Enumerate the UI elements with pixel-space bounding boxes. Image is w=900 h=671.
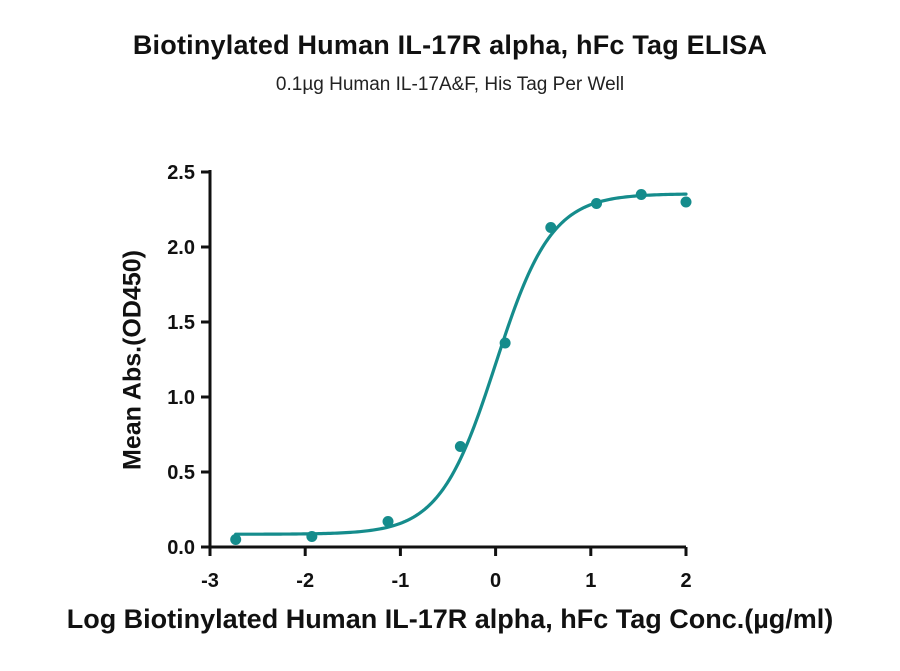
data-point (635, 189, 647, 200)
chart-title: Biotinylated Human IL-17R alpha, hFc Tag… (132, 30, 768, 60)
data-point (454, 441, 466, 452)
y-axis-label: Mean Abs.(OD450) (118, 250, 147, 470)
y-tick-label: 1.5 (167, 312, 195, 334)
data-points (230, 189, 692, 545)
y-tick-label: 0.5 (167, 462, 195, 484)
data-point (230, 534, 242, 545)
data-point (545, 222, 557, 233)
axes: 0.0 0.5 1.0 1.5 2.0 2.5 -3 -2 -1 0 1 2 (167, 162, 691, 592)
y-tick-label: 1.0 (167, 387, 195, 409)
y-tick-label: 2.5 (167, 162, 195, 184)
data-point (591, 198, 603, 209)
x-tick-label: -2 (296, 570, 314, 592)
x-tick-label: -3 (201, 570, 219, 592)
x-tick-label: 2 (680, 570, 691, 592)
data-point (499, 337, 511, 349)
data-point (680, 196, 692, 208)
y-tick-label: 2.0 (167, 237, 195, 259)
chart-subtitle: 0.1µg Human IL-17A&F, His Tag Per Well (275, 74, 625, 95)
x-tick-label: -1 (392, 570, 410, 592)
data-point (306, 531, 318, 542)
x-axis-label: Log Biotinylated Human IL-17R alpha, hFc… (66, 604, 834, 634)
x-tick-label: 1 (585, 570, 596, 592)
data-point (382, 516, 394, 527)
fit-curve-group (234, 192, 688, 536)
x-tick-label: 0 (490, 570, 501, 592)
y-tick-label: 0.0 (167, 537, 195, 559)
fit-curve (234, 192, 688, 536)
